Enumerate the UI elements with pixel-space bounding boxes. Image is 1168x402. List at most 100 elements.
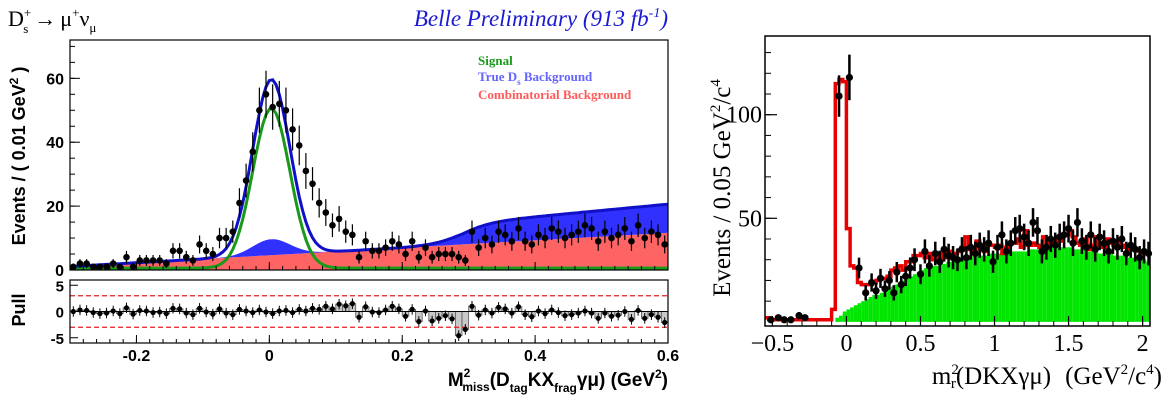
data-point [614, 231, 622, 239]
data-point [442, 250, 449, 258]
pull-point [422, 308, 429, 314]
pull-point [615, 312, 621, 318]
background-bin [861, 301, 865, 322]
pull-point [283, 307, 289, 314]
pull-point [349, 301, 355, 307]
background-bin [950, 261, 954, 322]
pull-point [170, 305, 176, 311]
background-bin [1083, 249, 1088, 322]
data-point [1064, 225, 1073, 233]
pull-point [509, 310, 515, 316]
x-tick-label: 0.5 [905, 331, 935, 357]
background-bin [872, 294, 877, 322]
pull-point [575, 310, 581, 316]
legend-entry: True Ds Background [478, 69, 593, 87]
background-bin [1050, 247, 1054, 322]
data-point [236, 199, 243, 207]
data-point [156, 257, 163, 264]
data-point [1104, 247, 1113, 256]
x-tick-label: 0.6 [657, 348, 679, 365]
data-point [958, 245, 966, 253]
pull-point [595, 315, 601, 321]
right-plot-frame [764, 35, 1151, 327]
pull-point [356, 314, 362, 320]
data-point [787, 316, 795, 324]
x-tick-label: 1 [989, 331, 1001, 357]
data-point [1091, 245, 1099, 253]
background-bin [1098, 253, 1102, 322]
right-x-axis-label: m2 r(DKXγμ) (GeV2/c4) [932, 362, 1162, 392]
background-bin [1087, 251, 1091, 322]
pull-y-tick-label: 0 [56, 305, 64, 322]
data-point [1033, 227, 1042, 235]
data-point [1060, 231, 1068, 239]
data-point [1118, 235, 1126, 243]
background-bin [876, 294, 880, 322]
data-point [382, 244, 389, 251]
data-point [1016, 225, 1024, 233]
data-point [116, 263, 124, 271]
data-point [70, 263, 77, 271]
data-point [229, 228, 237, 235]
x-tick-label: −0.5 [751, 331, 795, 357]
data-point [989, 258, 997, 266]
data-point [845, 73, 854, 82]
data-point [548, 225, 556, 232]
data-point [508, 237, 516, 245]
pull-point [276, 308, 282, 314]
y-tick-label: 0 [55, 263, 64, 280]
data-point [149, 257, 157, 264]
pull-point [329, 306, 336, 312]
background-bin [968, 257, 973, 322]
background-bin [1135, 257, 1139, 322]
data-point [495, 228, 502, 235]
pull-point [316, 306, 322, 312]
data-point [481, 234, 489, 242]
legend-entry: Combinatorial Background [478, 87, 632, 102]
pull-point [230, 312, 236, 318]
pull-point [196, 305, 203, 311]
background-bin [1094, 251, 1099, 322]
pull-point [343, 303, 349, 309]
data-point [222, 234, 230, 242]
data-point [897, 280, 905, 289]
data-point [96, 263, 104, 271]
pull-point [90, 309, 96, 316]
background-bin [979, 255, 984, 322]
data-point [262, 91, 270, 98]
data-point [256, 106, 263, 114]
data-point [1109, 237, 1117, 245]
background-bin [983, 255, 988, 322]
pull-point [130, 311, 136, 317]
x-tick-label: 0.4 [524, 348, 546, 365]
right-histogram-panel: −0.5 0 0.5 1 1.5 2 50 100 Events / 0.05 GeV2/c4… [708, 35, 1162, 392]
background-bin [938, 263, 943, 322]
background-bin [1035, 249, 1039, 322]
pull-y-axis-label: Pull [9, 293, 29, 326]
data-point [621, 225, 629, 232]
data-point [282, 106, 290, 114]
pull-point [336, 301, 342, 307]
data-point [196, 241, 203, 248]
data-point [967, 243, 975, 251]
data-point [921, 247, 929, 256]
data-point [415, 253, 423, 261]
data-point [1136, 254, 1144, 262]
data-point [872, 287, 880, 295]
data-point [528, 241, 536, 248]
pull-point [662, 319, 668, 326]
data-point [462, 257, 469, 264]
pull-point [309, 305, 316, 311]
data-point [628, 237, 635, 245]
data-point [561, 234, 569, 242]
background-bin [1042, 249, 1047, 322]
data-point [169, 247, 177, 255]
pull-point [396, 306, 402, 312]
data-point [916, 270, 925, 278]
pull-point [323, 303, 329, 309]
pull-point [177, 306, 183, 312]
pull-point [203, 309, 209, 315]
data-point [1078, 237, 1086, 245]
data-point [435, 250, 443, 258]
